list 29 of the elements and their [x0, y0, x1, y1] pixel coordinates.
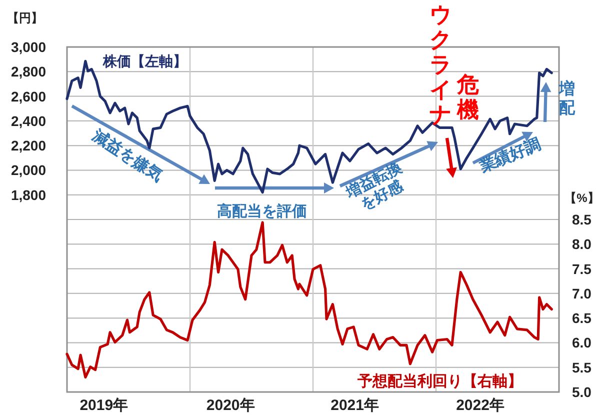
y-tick-label: 2,800: [10, 64, 46, 80]
x-tick-label: 2019年: [80, 397, 128, 414]
annotation: 業績好調: [476, 135, 544, 176]
y-tick-label: 2,200: [10, 138, 46, 154]
y-tick-label: 3,000: [10, 39, 46, 55]
y-tick-label: 2,400: [10, 112, 46, 129]
y2-tick-label: 6.5: [572, 310, 592, 326]
y2-tick-label: 5.5: [572, 359, 592, 376]
annotation: 増益転換 を好感: [342, 158, 407, 214]
annotation: 減益を嫌気: [88, 126, 166, 186]
y2-tick-label: 8.0: [572, 236, 592, 252]
annotation: 増配: [558, 79, 576, 117]
series-label: 株価【左軸】: [102, 53, 187, 69]
annotation: ウクライナ危機: [430, 2, 479, 127]
y2-tick-label: 6.0: [572, 334, 592, 351]
y-axis-title: 【円】: [7, 11, 43, 25]
y-tick-label: 2,000: [10, 162, 46, 178]
y2-tick-label: 7.0: [572, 285, 592, 302]
y2-axis-title: 【%】: [564, 191, 600, 205]
annotation: 高配当を評価: [217, 202, 307, 220]
x-tick-label: 2022年: [456, 397, 504, 414]
y2-tick-label: 5.0: [572, 384, 592, 400]
x-tick-label: 2020年: [206, 397, 255, 414]
series-label: 予想配当利回り【右軸】: [356, 373, 522, 390]
y2-tick-label: 7.5: [572, 260, 592, 277]
x-tick-label: 2021年: [330, 397, 380, 414]
y-tick-label: 1,800: [10, 186, 46, 203]
y-tick-label: 2,600: [10, 88, 46, 104]
y2-tick-label: 8.5: [572, 212, 592, 228]
